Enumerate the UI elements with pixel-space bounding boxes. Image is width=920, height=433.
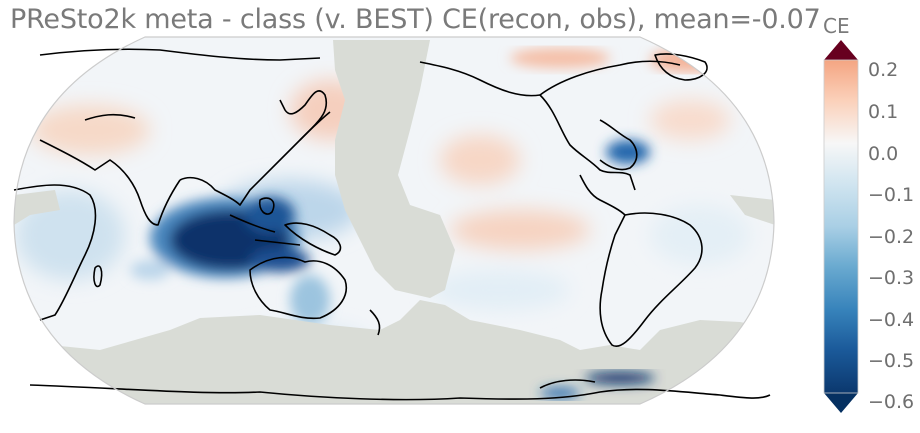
drake-passage-negative	[540, 372, 655, 398]
east-asia-coast	[179, 90, 328, 206]
us-east-coast	[599, 119, 638, 171]
indian-ocean-negative	[130, 140, 650, 325]
colorbar-label: CE	[823, 14, 850, 38]
colorbar	[823, 40, 859, 413]
masked-regions	[14, 40, 774, 404]
java-coast	[254, 239, 301, 246]
colorbar-tick-label: −0.3	[868, 267, 915, 289]
madagascar-coast	[93, 265, 103, 288]
globe-outline	[13, 36, 775, 405]
colorbar-gradient	[824, 60, 858, 393]
arctic-asia-coast	[39, 48, 321, 61]
southern-ocean-mask	[14, 300, 774, 404]
africa-coast	[13, 184, 97, 321]
new-guinea-coast	[284, 222, 342, 256]
colorbar-frame	[823, 59, 859, 394]
map-area	[13, 36, 775, 405]
south-america-coast	[599, 212, 703, 347]
colorbar-tick-label: 0.2	[868, 59, 899, 81]
colorbar-under-triangle	[824, 393, 858, 413]
caspian-coast	[84, 113, 136, 121]
colorbar-tick-label: −0.2	[868, 226, 915, 248]
colorbar-over-triangle	[824, 40, 858, 60]
antarctica-coast	[29, 384, 771, 401]
sumatra-coast	[229, 214, 276, 233]
africa-mask	[14, 190, 60, 225]
world-map	[13, 36, 775, 405]
india-coast	[39, 139, 181, 226]
colorbar-tick-label: 0.0	[868, 143, 899, 165]
atlantic-mask	[730, 195, 774, 225]
borneo-coast	[258, 197, 275, 215]
canada-north-coast	[539, 60, 681, 96]
colorbar-tick-label: −0.5	[868, 350, 915, 372]
pacific-gap	[333, 40, 455, 298]
map-title: PReSto2k meta - class (v. BEST) CE(recon…	[10, 4, 821, 35]
colorbar-tick-label: −0.6	[868, 391, 915, 413]
map-field	[14, 37, 774, 404]
central-america-coast	[579, 174, 626, 216]
antarctic-peninsula-coast	[539, 379, 596, 389]
japan-coast	[299, 111, 331, 141]
colorbar-tick-label: −0.4	[868, 309, 915, 331]
coastlines	[13, 48, 771, 401]
colorbar-tick-label: −0.1	[868, 184, 915, 206]
north-america-west-coast	[419, 61, 636, 191]
new-zealand-coast	[369, 309, 381, 336]
australia-coast	[249, 256, 347, 320]
colorbar-tick-label: 0.1	[868, 101, 899, 123]
